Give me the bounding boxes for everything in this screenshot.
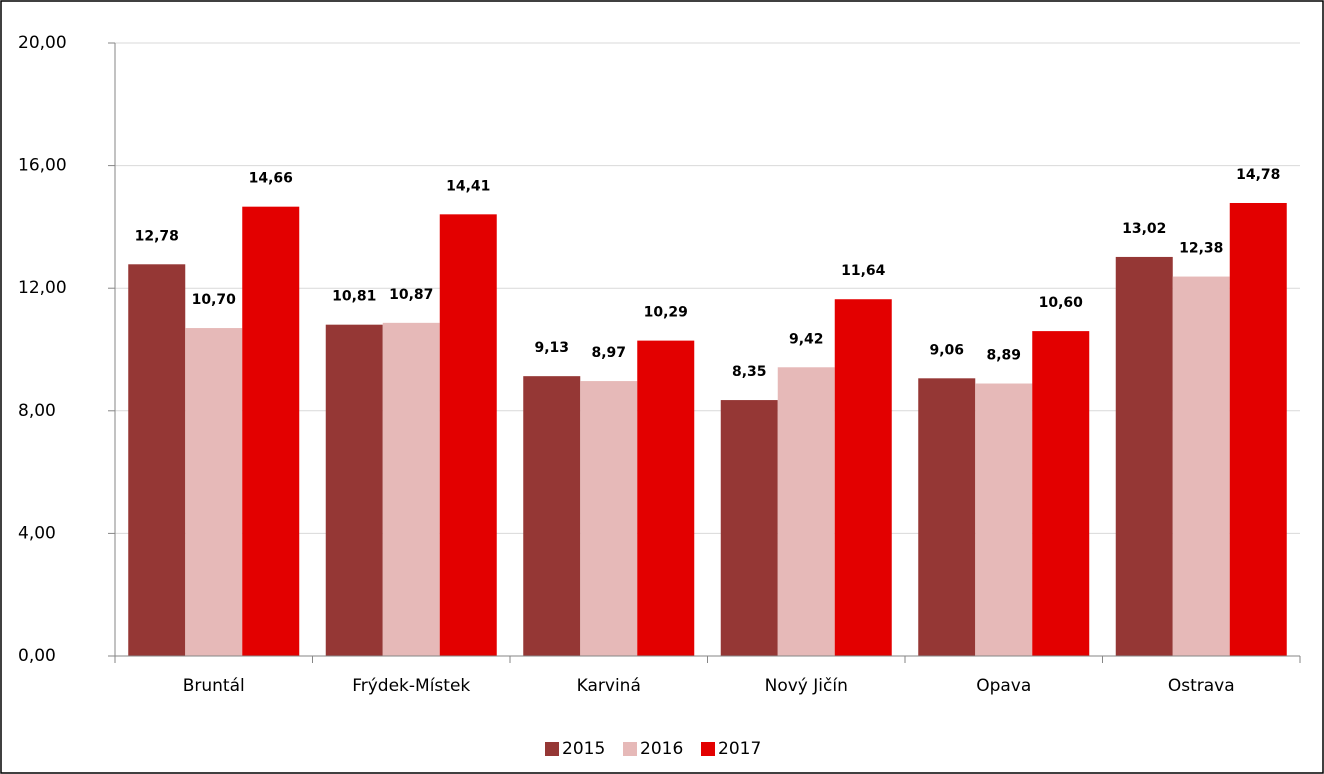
value-label: 10,60 xyxy=(1039,295,1084,311)
bar xyxy=(382,322,440,656)
legend-swatch xyxy=(545,742,559,756)
value-label: 9,13 xyxy=(534,340,569,356)
value-label: 10,81 xyxy=(332,289,376,305)
value-label: 14,66 xyxy=(249,171,293,187)
y-tick-label: 0,00 xyxy=(18,646,56,666)
bar xyxy=(1032,331,1090,656)
bar xyxy=(580,381,638,656)
bar xyxy=(185,328,243,656)
y-tick-label: 8,00 xyxy=(18,401,56,421)
value-label: 9,06 xyxy=(929,342,964,358)
bar xyxy=(325,324,383,656)
bar xyxy=(720,400,778,656)
x-tick-label: Bruntál xyxy=(183,676,245,696)
legend-label: 2017 xyxy=(718,739,761,759)
value-label: 14,41 xyxy=(446,178,490,194)
bar xyxy=(637,340,695,656)
bar xyxy=(523,376,581,656)
value-label: 8,97 xyxy=(591,345,626,361)
y-tick-label: 4,00 xyxy=(18,523,56,543)
value-label: 8,89 xyxy=(986,348,1021,364)
bar xyxy=(918,378,976,656)
bar xyxy=(1115,256,1173,656)
bar xyxy=(439,214,497,656)
value-label: 13,02 xyxy=(1122,221,1166,237)
x-tick-label: Karviná xyxy=(577,676,641,696)
legend-swatch xyxy=(623,742,637,756)
bar xyxy=(128,264,186,656)
bar xyxy=(1229,202,1287,657)
value-label: 10,70 xyxy=(192,292,237,308)
x-tick-label: Frýdek-Místek xyxy=(352,676,470,696)
bar xyxy=(242,206,300,656)
value-label: 10,87 xyxy=(389,287,433,303)
x-tick-label: Ostrava xyxy=(1168,676,1235,696)
y-tick-label: 20,00 xyxy=(18,33,67,53)
value-label: 9,42 xyxy=(789,331,824,347)
value-label: 12,38 xyxy=(1179,241,1223,257)
value-label: 12,78 xyxy=(135,228,179,244)
bar xyxy=(1172,276,1230,656)
value-label: 14,78 xyxy=(1236,167,1280,183)
bar xyxy=(777,367,835,656)
legend-label: 2016 xyxy=(640,739,683,759)
value-label: 8,35 xyxy=(732,364,767,380)
bar xyxy=(834,299,892,656)
legend-swatch xyxy=(701,742,715,756)
value-label: 10,29 xyxy=(644,305,688,321)
y-tick-label: 12,00 xyxy=(18,278,67,298)
x-tick-label: Nový Jičín xyxy=(765,676,848,696)
legend-label: 2015 xyxy=(562,739,605,759)
x-tick-label: Opava xyxy=(976,676,1031,696)
y-tick-label: 16,00 xyxy=(18,156,67,176)
value-label: 11,64 xyxy=(841,263,886,279)
bar xyxy=(975,383,1033,656)
